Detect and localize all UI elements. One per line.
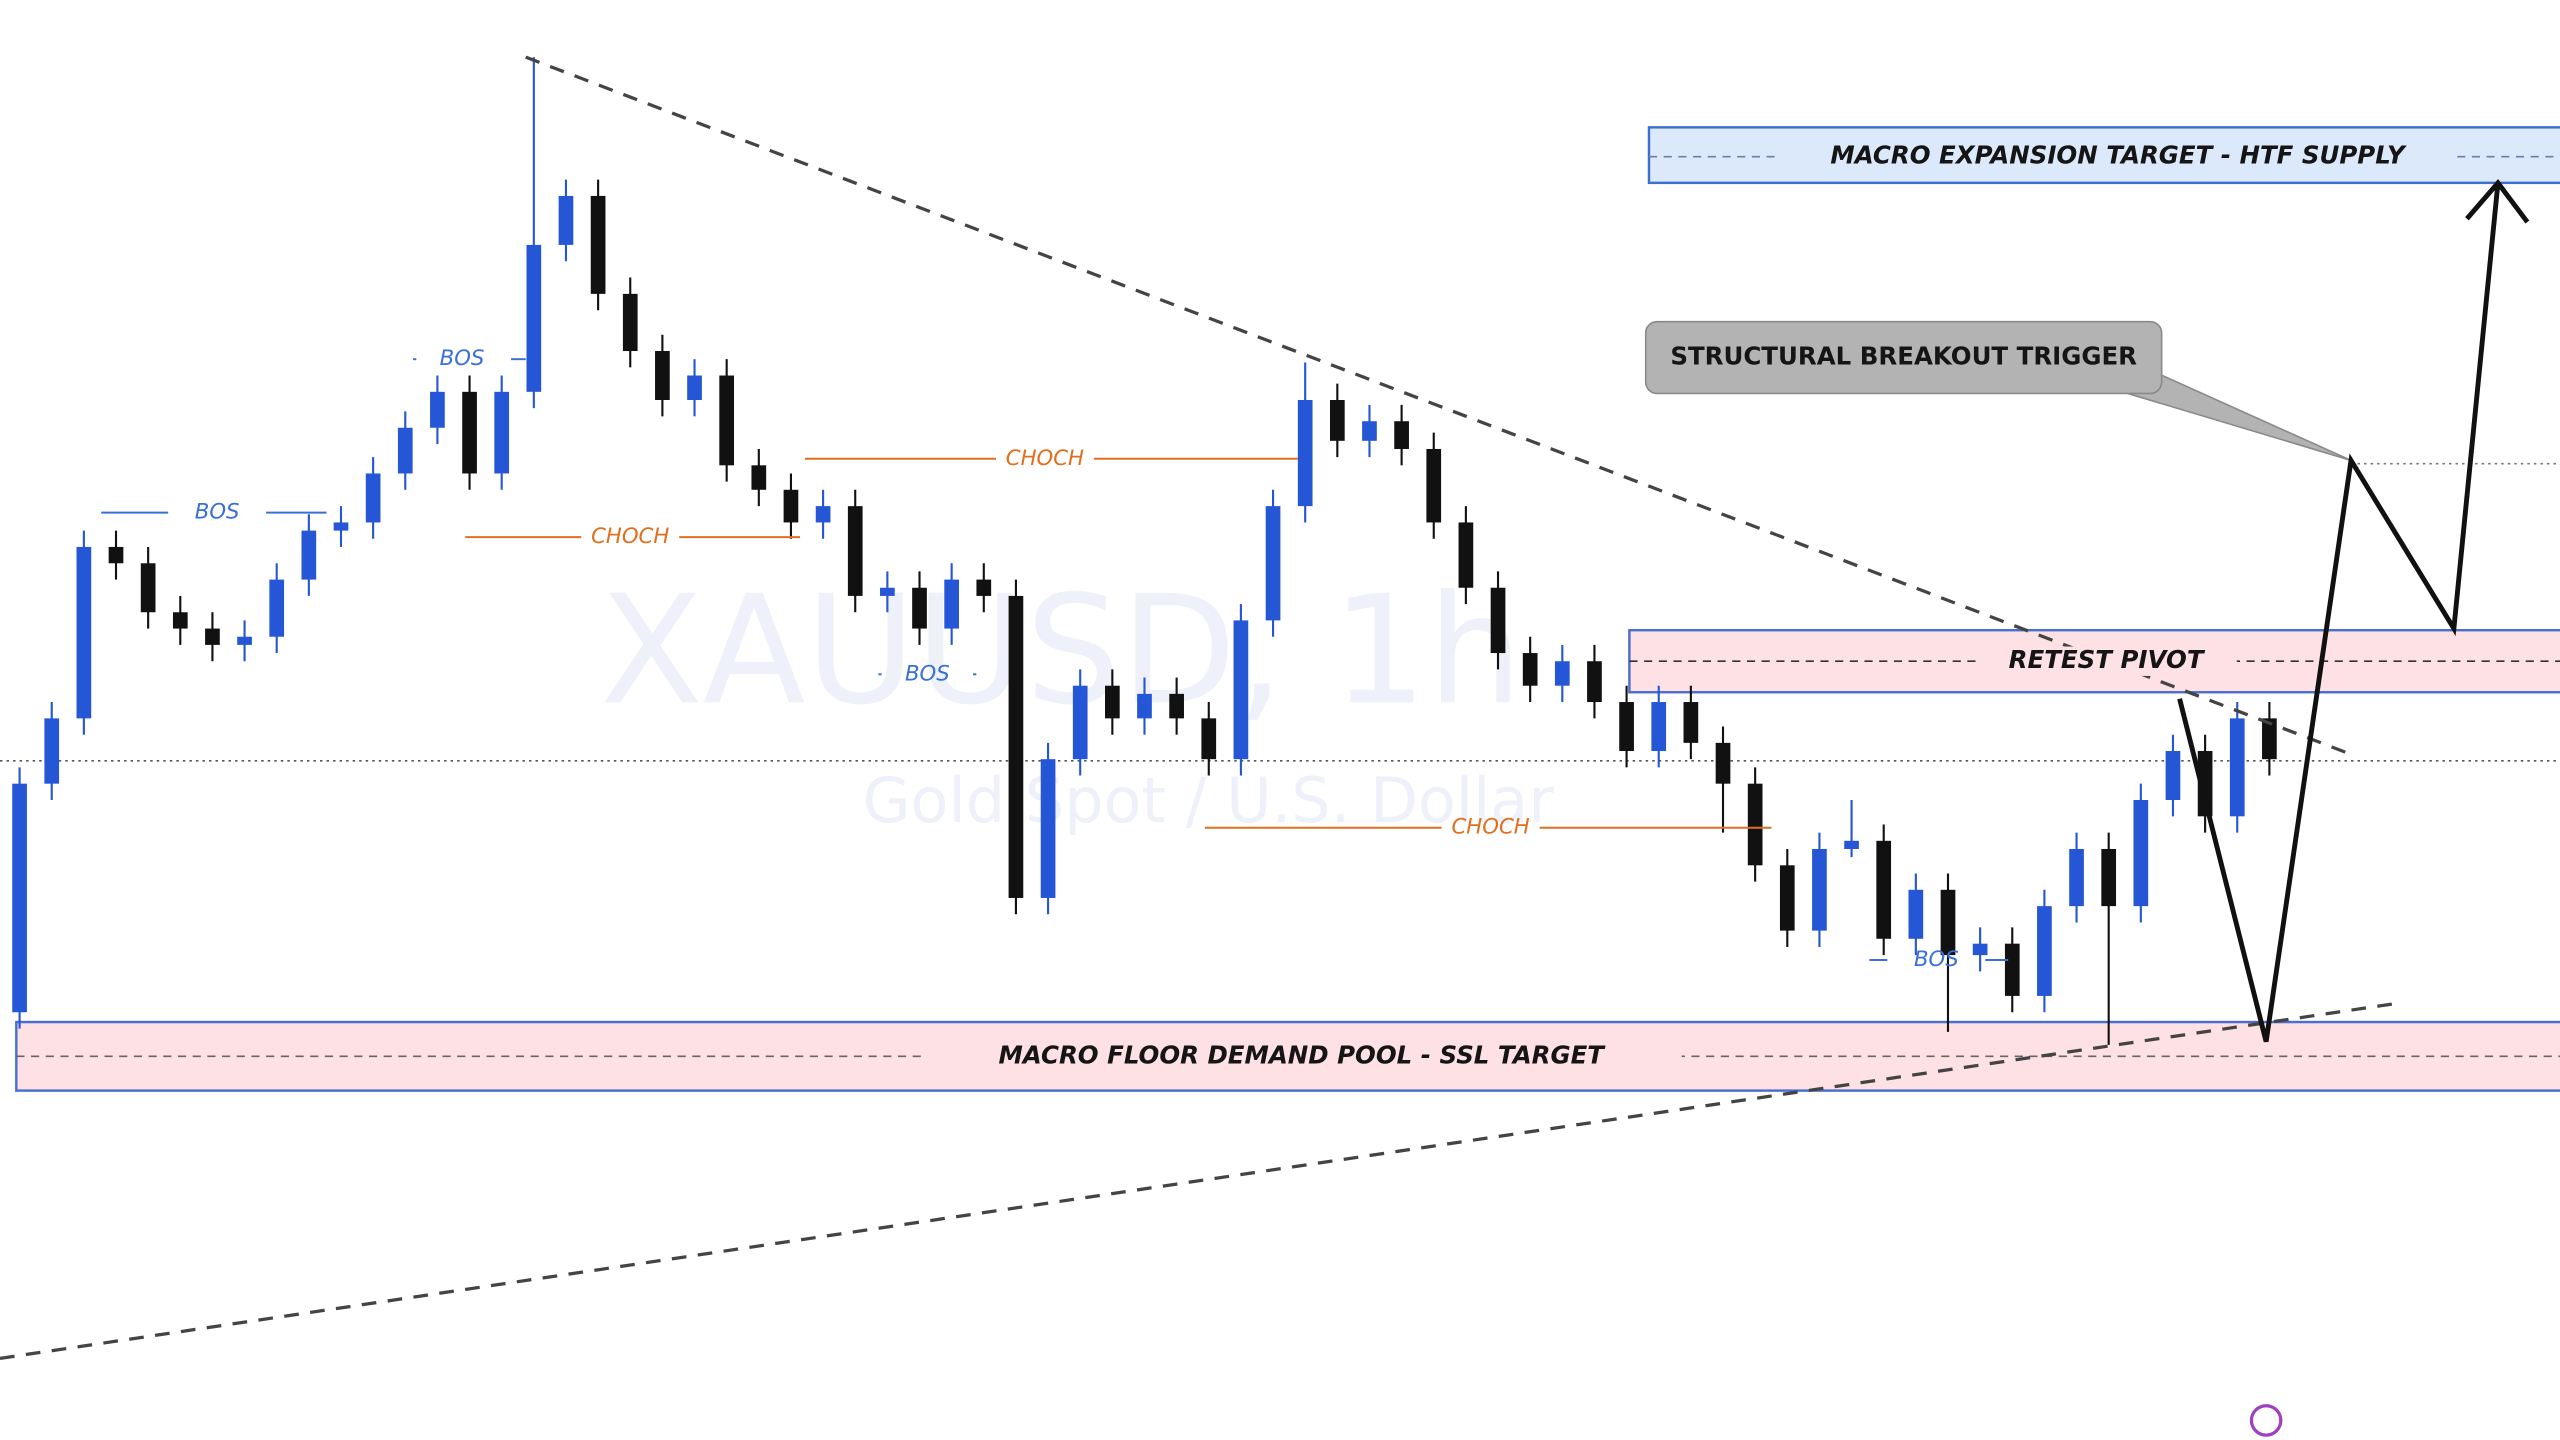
candle-body xyxy=(397,427,413,474)
candle-body xyxy=(622,293,638,352)
candle-body xyxy=(1522,653,1538,686)
candle-body xyxy=(1940,889,1956,956)
candle-body xyxy=(205,628,220,645)
candle-body xyxy=(2037,906,2052,996)
candle-body xyxy=(1779,865,1795,931)
structure-label: BOS xyxy=(905,661,950,686)
candle-body xyxy=(365,473,381,523)
candle-body xyxy=(1329,400,1345,441)
structure-label: CHOCH xyxy=(1451,815,1529,840)
candle-body xyxy=(2262,718,2277,760)
structure-label: BOS xyxy=(440,346,485,371)
candle-body xyxy=(1040,759,1056,898)
candle-body xyxy=(1651,702,1667,752)
candle-body xyxy=(172,612,188,629)
candle-body xyxy=(108,546,124,564)
candle-body xyxy=(1554,661,1570,686)
structure-label: CHOCH xyxy=(591,524,669,549)
candle-body xyxy=(140,563,156,613)
candle-body xyxy=(1362,421,1377,441)
candle-body xyxy=(76,546,92,719)
candle-body xyxy=(880,587,895,596)
candle-body xyxy=(1008,595,1024,898)
candle-body xyxy=(1876,840,1892,939)
candle-body xyxy=(783,489,799,523)
candle-body xyxy=(1587,661,1602,703)
candle-body xyxy=(590,195,606,294)
callout-text: STRUCTURAL BREAKOUT TRIGGER xyxy=(1670,342,2137,371)
candle-body xyxy=(2229,718,2245,817)
candle-body xyxy=(1747,783,1763,866)
candle-body xyxy=(1072,685,1088,760)
candle-body xyxy=(719,375,735,466)
candle-body xyxy=(269,579,285,637)
structure-label: BOS xyxy=(1914,947,1959,972)
zone-label: MACRO EXPANSION TARGET - HTF SUPPLY xyxy=(1830,141,2407,170)
candle-body xyxy=(1972,943,1988,956)
candle-body xyxy=(1908,889,1924,939)
candle-body xyxy=(301,530,317,580)
candle-body xyxy=(2004,943,2020,996)
candle-body xyxy=(1233,620,1249,760)
trendline xyxy=(0,1002,2393,1360)
candle-body xyxy=(1265,506,1281,621)
candle-body xyxy=(462,391,477,474)
candle-body xyxy=(1297,400,1313,507)
candle-body xyxy=(1426,448,1442,523)
candle-body xyxy=(1812,848,1827,931)
zone-label: RETEST PIVOT xyxy=(2009,645,2206,674)
candle-body xyxy=(526,244,542,392)
label-bg xyxy=(1975,646,2237,676)
candle-body xyxy=(1844,840,1859,849)
candle-body xyxy=(237,636,252,645)
candle-body xyxy=(912,587,927,629)
candle-body xyxy=(333,522,349,531)
candle-body xyxy=(976,579,992,596)
candle-body xyxy=(2197,751,2213,817)
label-bg xyxy=(1779,142,2458,172)
candle-body xyxy=(494,391,510,474)
candle-body xyxy=(430,391,445,428)
callout xyxy=(1644,320,2163,395)
structure-label: BOS xyxy=(195,500,240,525)
candle-body xyxy=(1490,587,1506,654)
structure-label: CHOCH xyxy=(1006,446,1084,471)
watermark-description: Gold Spot / U.S. Dollar xyxy=(862,764,1554,837)
retest-zone xyxy=(1628,628,2560,694)
candle-body xyxy=(558,195,574,245)
projection-path xyxy=(2177,182,2501,1043)
candle-body xyxy=(1105,685,1120,719)
projection-arrowhead xyxy=(2465,178,2530,224)
label-bg xyxy=(922,1041,1682,1072)
candle-body xyxy=(1619,702,1634,752)
candle-body xyxy=(2069,848,2084,907)
watermark-symbol: XAUUSD, 1h xyxy=(600,564,1523,738)
candle-body xyxy=(944,579,959,629)
candle-body xyxy=(1394,421,1409,449)
candle-body xyxy=(1683,702,1699,743)
candle-body xyxy=(2165,751,2181,800)
zone-label: MACRO FLOOR DEMAND POOL - SSL TARGET xyxy=(998,1040,1606,1069)
candle-body xyxy=(2101,848,2117,907)
labels: MACRO EXPANSION TARGET - HTF SUPPLY RETE… xyxy=(101,141,2458,1072)
candle-body xyxy=(12,783,27,1013)
candle-body xyxy=(1169,693,1184,719)
logo xyxy=(2249,1404,2283,1437)
candle-body xyxy=(2133,800,2149,907)
candle-body xyxy=(1201,718,1217,760)
candles xyxy=(12,57,2277,1045)
trendline xyxy=(525,55,2352,756)
candle-body xyxy=(751,465,767,490)
candle-body xyxy=(847,506,863,596)
candle-body xyxy=(687,375,702,400)
candle-body xyxy=(655,351,670,400)
candle-body xyxy=(1458,522,1474,588)
candle-body xyxy=(815,506,831,523)
candle-body xyxy=(1715,742,1731,784)
candle-body xyxy=(1137,693,1152,719)
candle-body xyxy=(44,718,60,784)
